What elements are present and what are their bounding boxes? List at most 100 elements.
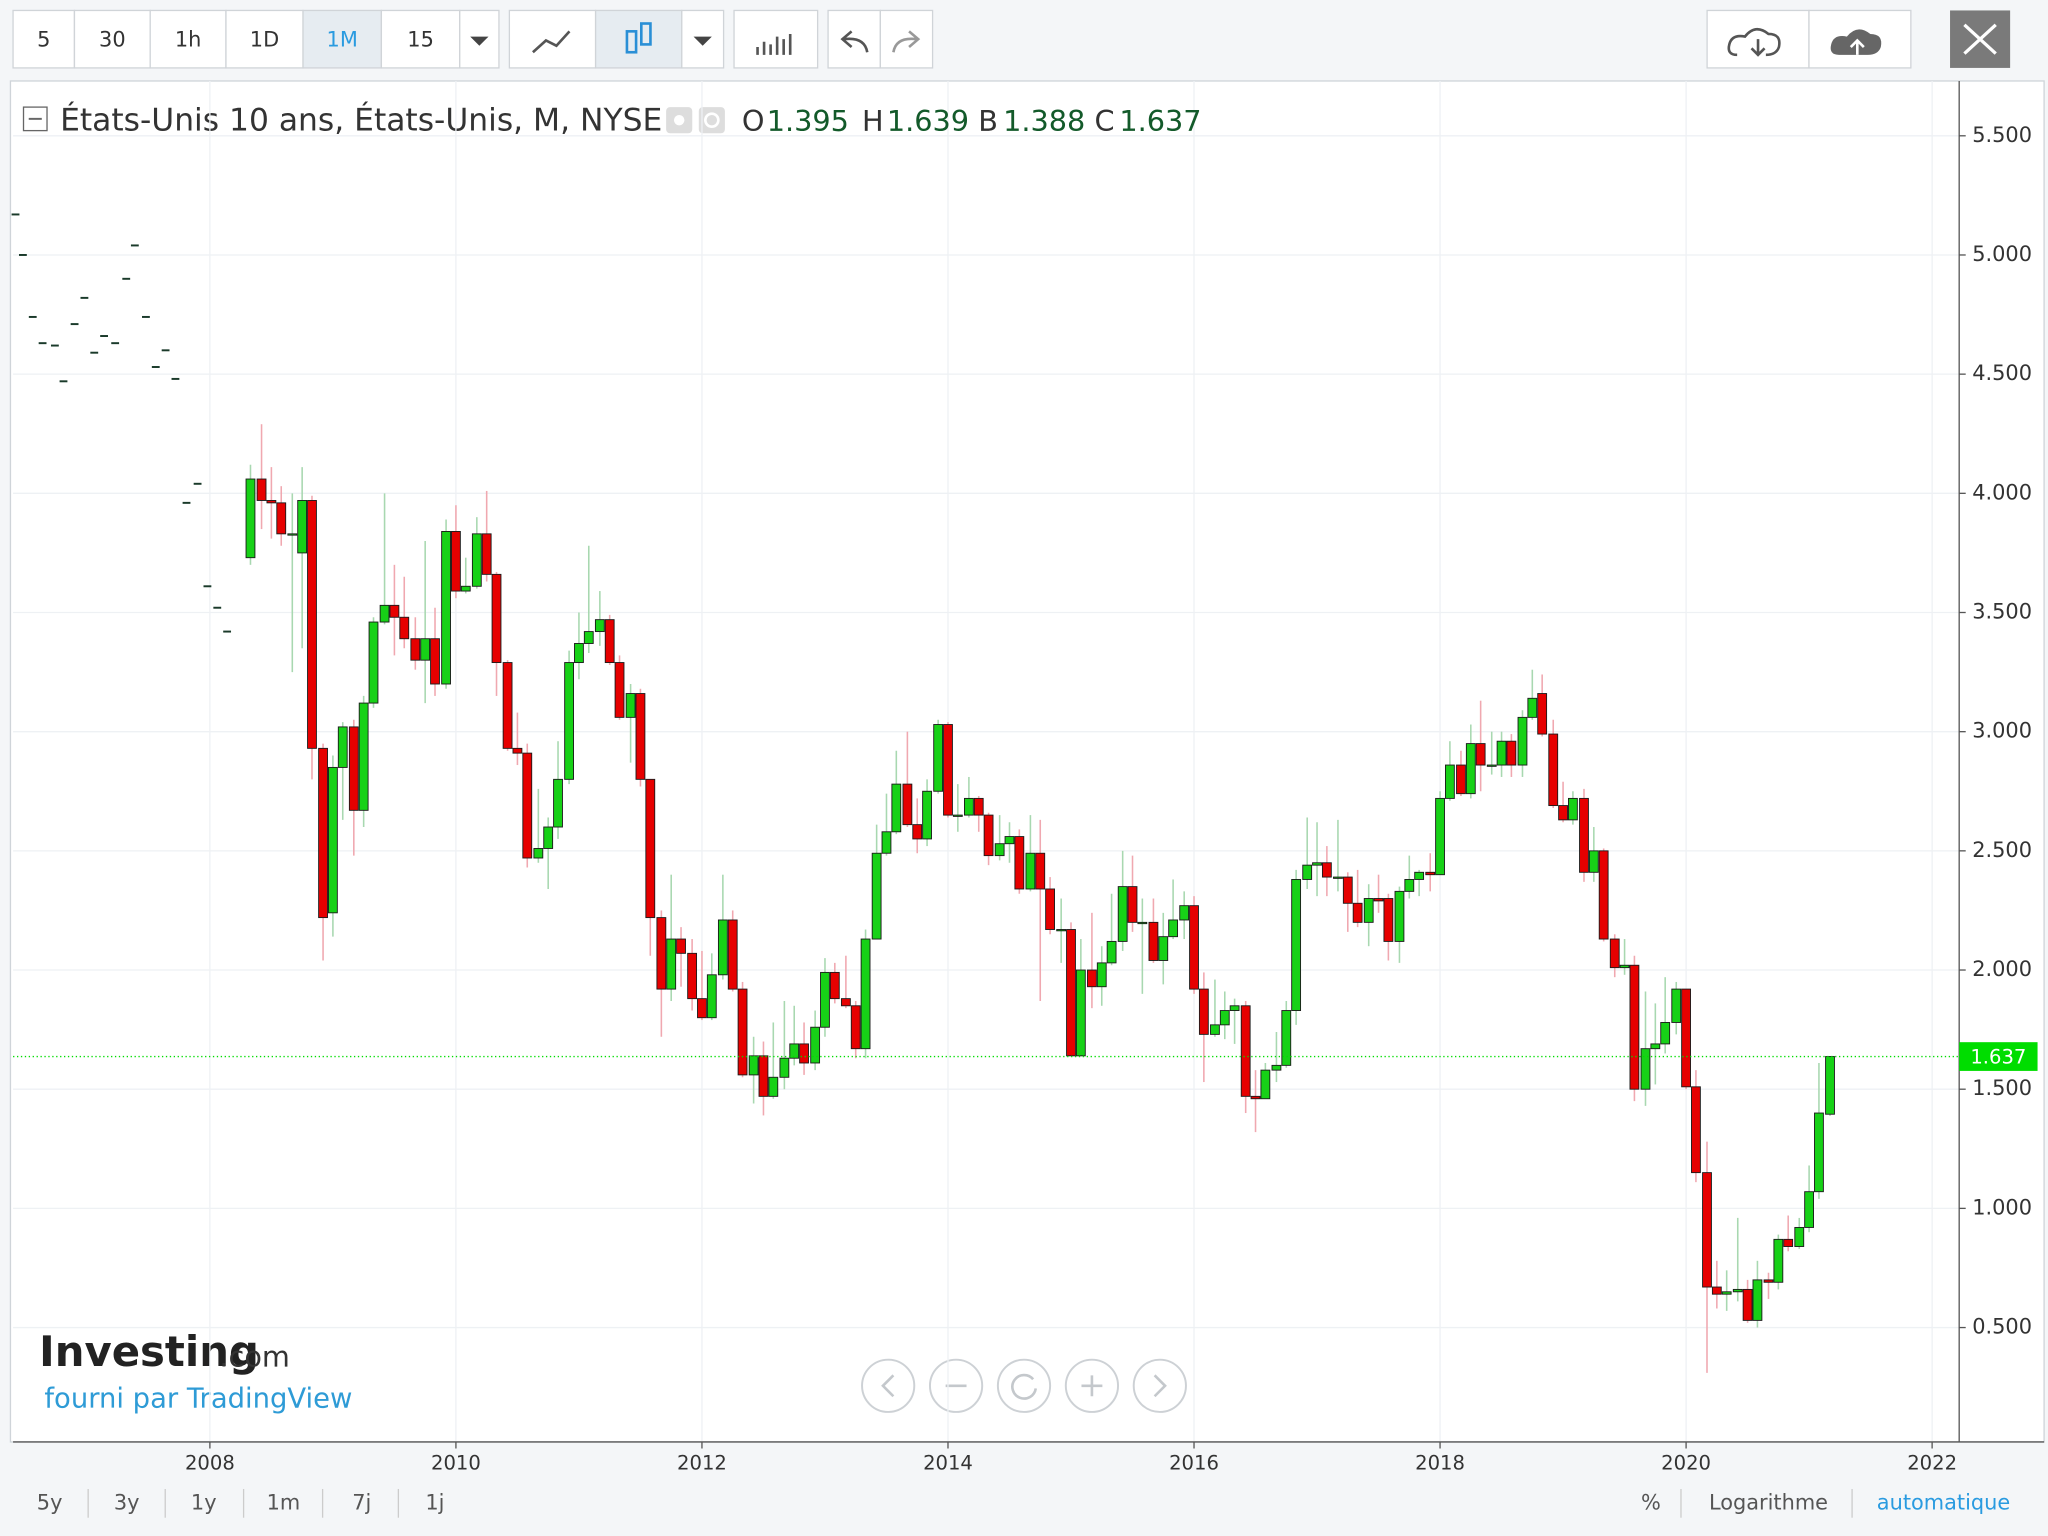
y-tick-label: 5.000 <box>1972 242 2032 266</box>
candle-body <box>697 998 707 1019</box>
candle-body <box>1312 862 1322 866</box>
settings-button[interactable] <box>698 107 725 134</box>
candle-body <box>922 790 932 840</box>
y-tick-label: 1.500 <box>1972 1076 2032 1100</box>
range-button[interactable]: 5y <box>37 1490 63 1514</box>
range-button[interactable]: 1y <box>191 1490 217 1514</box>
logo-credit: fourni par TradingView <box>44 1384 352 1415</box>
candle-body <box>1763 1279 1774 1283</box>
candle-body <box>1794 1226 1805 1247</box>
candle-body <box>676 938 686 954</box>
y-tick-label: 2.500 <box>1972 838 2032 862</box>
candle-body <box>952 814 963 817</box>
candle-body <box>502 662 513 749</box>
candle-body <box>410 638 421 661</box>
range-button[interactable]: 3y <box>114 1490 140 1514</box>
interval-button[interactable] <box>225 9 304 69</box>
scale-option[interactable]: Logarithme <box>1709 1490 1828 1514</box>
candle-body <box>860 938 871 1050</box>
range-button[interactable]: 7j <box>352 1490 371 1514</box>
candle-body <box>1168 919 1179 938</box>
candle-body <box>1456 764 1466 795</box>
candle-body <box>1711 1286 1722 1295</box>
candle-body <box>297 500 308 554</box>
range-button[interactable]: 1j <box>425 1490 444 1514</box>
candle-body <box>902 783 913 826</box>
candle-body <box>553 778 563 828</box>
candle-icon <box>639 22 652 46</box>
line-chart-button[interactable] <box>508 9 597 69</box>
candle-body <box>891 783 902 833</box>
candle-body <box>1117 886 1128 942</box>
line-icon <box>532 30 571 54</box>
scale-option[interactable]: % <box>1641 1490 1661 1514</box>
plot <box>11 80 1960 1442</box>
candle-body <box>399 616 410 640</box>
candle-body <box>943 724 953 816</box>
reset-button[interactable] <box>996 1358 1052 1413</box>
chart-title: États-Unis 10 ans, États-Unis, M, NYSE <box>60 100 662 138</box>
candle-body <box>737 988 748 1076</box>
candle-body <box>430 638 440 685</box>
candle-body <box>328 766 338 914</box>
x-tick-label: 2018 <box>1415 1452 1465 1475</box>
candle-body <box>276 502 287 535</box>
range-button[interactable]: 1m <box>267 1490 301 1514</box>
candle-body <box>1414 871 1425 880</box>
candle-icon <box>625 30 638 54</box>
ohlc-label: C <box>1095 104 1115 138</box>
candle-body <box>1568 797 1578 821</box>
y-tick-label: 2.000 <box>1972 957 2032 981</box>
scroll-left-button[interactable] <box>861 1358 916 1413</box>
upload-arrow <box>1849 38 1865 55</box>
last-price-tag <box>1959 1042 2038 1071</box>
candle-body <box>983 814 994 857</box>
candle-chart-button[interactable] <box>594 9 683 69</box>
candle-body <box>1189 905 1199 990</box>
chart-frame <box>9 80 2045 1443</box>
scroll-right-button[interactable] <box>1132 1358 1187 1413</box>
candle-body <box>1558 805 1568 821</box>
y-tick-label: 1.000 <box>1972 1195 2032 1219</box>
bottom-bar <box>0 1479 2048 1525</box>
candle-body <box>1783 1238 1794 1247</box>
interval-button[interactable] <box>149 9 227 69</box>
candle-body <box>1321 862 1332 878</box>
interval-button[interactable] <box>302 9 383 69</box>
candle-body <box>973 797 984 816</box>
gear-icon <box>703 112 720 128</box>
candle-body <box>481 533 492 575</box>
close-icon <box>1963 23 1997 55</box>
interval-button[interactable] <box>12 9 76 69</box>
x-tick-label: 2020 <box>1661 1452 1711 1475</box>
candle-body <box>645 778 656 919</box>
candle-body <box>768 1076 779 1097</box>
ohlc-label: O <box>742 104 765 138</box>
candle-body <box>512 747 523 754</box>
candle-body <box>1179 905 1190 921</box>
candle-body <box>850 1005 861 1050</box>
candle-body <box>1229 1005 1240 1012</box>
scale-option[interactable]: automatique <box>1877 1490 2010 1514</box>
candle-body <box>451 531 461 592</box>
candle-body <box>245 478 256 559</box>
candle-body <box>1681 988 1691 1088</box>
candle-body <box>1075 969 1086 1057</box>
candle-body <box>614 662 625 718</box>
last-price-label: 1.637 <box>1970 1045 2026 1068</box>
candle-body <box>1671 988 1682 1023</box>
y-tick-label: 3.500 <box>1972 600 2032 624</box>
candle-body <box>635 693 646 780</box>
interval-button[interactable] <box>380 9 461 69</box>
candle-body <box>1137 921 1148 925</box>
candle-body <box>1742 1288 1753 1321</box>
candle-body <box>656 917 667 990</box>
candle-body <box>522 752 533 859</box>
candle-body <box>829 971 840 1000</box>
candle-body <box>912 824 923 840</box>
undo-icon <box>840 30 869 53</box>
y-tick-label: 4.500 <box>1972 361 2032 385</box>
candle-body <box>779 1057 790 1078</box>
download-arrow <box>1750 39 1766 57</box>
candle-body <box>564 662 574 780</box>
